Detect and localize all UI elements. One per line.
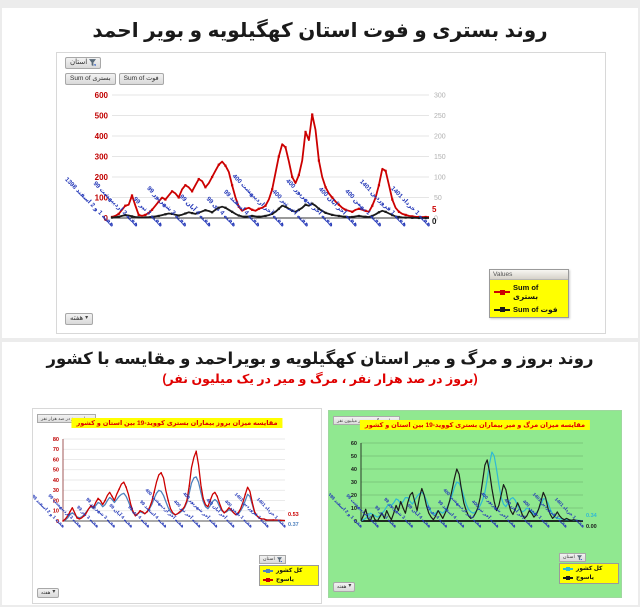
legend-label: کل کشور xyxy=(576,566,603,572)
svg-text:600: 600 xyxy=(95,91,109,100)
svg-text:40: 40 xyxy=(53,478,59,484)
chevron-down-icon: ▾ xyxy=(52,589,56,596)
main-chart-panel: 0 100 200 300 400 500 600 0 50 100 150 200 250 300 هفت… xyxy=(56,52,606,334)
pivot-field-buttons: Sum of بستری Sum of فوت xyxy=(65,73,164,85)
svg-text:50: 50 xyxy=(351,454,357,460)
legend-item-yasuj: یاسوج xyxy=(563,575,615,581)
svg-text:60: 60 xyxy=(351,441,357,447)
svg-text:هفته 3 اردیبهشت 99: هفته 3 اردیبهشت 99 xyxy=(92,180,140,228)
svg-text:0: 0 xyxy=(434,216,438,223)
svg-text:10: 10 xyxy=(53,509,59,515)
svg-text:0.00: 0.00 xyxy=(586,524,597,530)
svg-text:40: 40 xyxy=(351,467,357,473)
svg-text:200: 200 xyxy=(95,173,109,182)
week-axis-button[interactable]: هفته ▾ xyxy=(65,312,94,325)
section-hospitalization-trend: روند بستری و فوت استان کهگیلویه و بویر ا… xyxy=(2,8,638,338)
field-button-bastari[interactable]: Sum of بستری xyxy=(65,73,116,85)
filter-icon xyxy=(276,556,282,562)
svg-text:0: 0 xyxy=(432,217,437,226)
svg-text:0.37: 0.37 xyxy=(288,522,299,528)
svg-text:20: 20 xyxy=(53,498,59,504)
svg-text:100: 100 xyxy=(95,193,109,202)
comparison-subtitle: (بروز در صد هزار نفر ، مرگ و میر در یک م… xyxy=(162,372,478,386)
legend-item-bastari: Sum of بستری xyxy=(494,283,564,301)
series-marker-red xyxy=(263,578,273,582)
series-marker-black xyxy=(563,576,573,580)
legend-item-yasuj: یاسوج xyxy=(263,577,315,583)
svg-text:250: 250 xyxy=(434,113,446,120)
svg-text:هفته 1 خرداد 1401: هفته 1 خرداد 1401 xyxy=(554,497,586,529)
legend-item-country: کل کشور xyxy=(563,566,615,572)
svg-text:0: 0 xyxy=(354,519,357,525)
incidence-chart-panel: 0 10 20 30 40 50 60 70 80 هفته 1 و 2 اسفند 1398 هف… xyxy=(32,408,322,604)
svg-text:0.34: 0.34 xyxy=(586,513,598,519)
svg-text:60: 60 xyxy=(53,457,59,463)
legend-item-country: کل کشور xyxy=(263,568,315,574)
province-filter-label: استان xyxy=(563,555,575,560)
svg-text:30: 30 xyxy=(351,480,357,486)
province-filter-button[interactable]: استان xyxy=(65,57,102,70)
legend-item-fout: Sum of فوت xyxy=(494,305,564,314)
comparison-title: روند بروز و مرگ و میر استان کهگیلویه و ب… xyxy=(46,350,594,368)
svg-text:80: 80 xyxy=(53,437,59,443)
incidence-chart-title: مقایسه میزان بروز بیماران بستری کووید-19… xyxy=(71,418,283,428)
legend: Values Sum of بستری Sum of فوت xyxy=(489,269,569,318)
svg-text:100: 100 xyxy=(434,175,446,182)
svg-text:300: 300 xyxy=(95,152,109,161)
svg-text:0: 0 xyxy=(104,214,109,223)
main-chart-plot: 0 100 200 300 400 500 600 0 50 100 150 200 250 300 هفت… xyxy=(63,91,446,229)
svg-text:50: 50 xyxy=(434,195,442,202)
svg-text:هفته 1 خرداد 1401: هفته 1 خرداد 1401 xyxy=(256,497,288,529)
series-marker-cyan xyxy=(563,567,573,571)
legend-label: یاسوج xyxy=(576,575,594,581)
svg-text:200: 200 xyxy=(434,134,446,141)
svg-text:5: 5 xyxy=(432,205,437,214)
province-filter-label: استان xyxy=(263,557,275,562)
series-marker-red xyxy=(494,289,510,295)
week-axis-button[interactable]: هفته ▾ xyxy=(333,581,356,592)
svg-text:10: 10 xyxy=(351,506,357,512)
svg-text:0: 0 xyxy=(56,519,59,525)
week-axis-label: هفته xyxy=(41,589,51,596)
province-filter-label: استان xyxy=(70,59,88,66)
legend-label: یاسوج xyxy=(276,577,294,583)
svg-text:هفته 3 شهریور 99: هفته 3 شهریور 99 xyxy=(145,185,188,228)
chevron-down-icon: ▾ xyxy=(85,315,89,322)
province-filter-button[interactable]: استان xyxy=(559,553,586,562)
week-axis-label: هفته xyxy=(70,314,84,322)
svg-text:50: 50 xyxy=(53,468,59,474)
mortality-chart-panel: 0 10 20 30 40 50 60 هفته 1 و 2 اسفند 1398 هفته 3… xyxy=(328,410,622,598)
section-comparison: روند بروز و مرگ و میر استان کهگیلویه و ب… xyxy=(2,342,638,605)
svg-text:70: 70 xyxy=(53,447,59,453)
legend-label: Sum of بستری xyxy=(513,283,539,301)
series-marker-black xyxy=(494,307,510,312)
week-axis-button[interactable]: هفته ▾ xyxy=(37,587,60,598)
svg-text:500: 500 xyxy=(95,111,109,120)
svg-text:هفته 1 فروردین 1401: هفته 1 فروردین 1401 xyxy=(358,178,408,228)
mortality-chart-title: مقایسه میزان مرگ و میر بیماران بستری کوو… xyxy=(359,420,591,430)
legend-label: Sum of فوت xyxy=(513,305,558,314)
series-marker-blue xyxy=(263,569,273,573)
filter-icon xyxy=(576,554,582,560)
svg-text:0.53: 0.53 xyxy=(288,512,299,518)
incidence-legend: استان کل کشور یاسوج xyxy=(259,547,319,586)
chevron-down-icon: ▾ xyxy=(348,583,352,590)
svg-text:400: 400 xyxy=(95,132,109,141)
field-button-fout[interactable]: Sum of فوت xyxy=(118,73,164,85)
svg-text:20: 20 xyxy=(351,493,357,499)
svg-text:30: 30 xyxy=(53,488,59,494)
filter-icon xyxy=(89,59,97,67)
legend-header: Values xyxy=(490,270,568,280)
page-title: روند بستری و فوت استان کهگیلویه و بویر ا… xyxy=(92,20,548,42)
legend-label: کل کشور xyxy=(276,568,303,574)
week-axis-label: هفته xyxy=(337,583,347,590)
province-filter-button[interactable]: استان xyxy=(259,555,286,564)
svg-text:150: 150 xyxy=(434,154,446,161)
svg-text:300: 300 xyxy=(434,93,446,100)
mortality-legend: استان کل کشور یاسوج xyxy=(559,545,619,584)
